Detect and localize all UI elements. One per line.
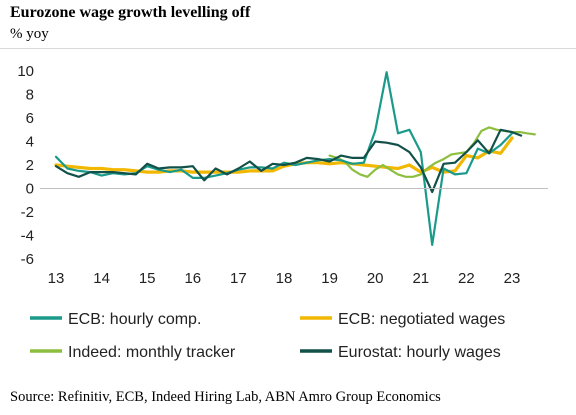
x-tick-label: 13	[48, 270, 65, 287]
x-tick-label: 15	[139, 270, 156, 287]
x-tick-label: 18	[276, 270, 293, 287]
header-divider	[0, 48, 576, 49]
y-tick-label: 0	[26, 181, 34, 198]
x-axis-ticks: 13 14 15 16 17 18 19 20 21 22 23	[48, 270, 521, 287]
x-tick-label: 23	[504, 270, 521, 287]
x-tick-label: 14	[93, 270, 110, 287]
x-tick-label: 21	[412, 270, 429, 287]
y-tick-label: 10	[17, 63, 34, 80]
y-tick-label: -4	[21, 228, 34, 245]
y-axis-ticks: 10 8 6 4 2 0 -2 -4 -6	[17, 63, 34, 268]
series-line-2	[54, 136, 514, 174]
x-tick-label: 16	[184, 270, 201, 287]
series-line-3	[328, 126, 536, 178]
x-tick-label: 19	[321, 270, 338, 287]
series-line-4	[54, 128, 523, 194]
y-tick-label: -6	[21, 251, 34, 268]
x-tick-label: 17	[230, 270, 247, 287]
y-tick-label: -2	[21, 204, 34, 221]
source-note: Source: Refinitiv, ECB, Indeed Hiring La…	[10, 389, 441, 405]
y-axis-unit-label: % yoy	[10, 26, 49, 42]
chart-title: Eurozone wage growth levelling off	[10, 4, 251, 21]
legend-label: Indeed: monthly tracker	[68, 344, 236, 361]
legend-label: Eurostat: hourly wages	[338, 344, 501, 361]
x-tick-label: 22	[458, 270, 475, 287]
y-tick-label: 8	[26, 87, 34, 104]
legend-label: ECB: hourly comp.	[68, 311, 201, 328]
chart-legend: ECB: hourly comp. ECB: negotiated wages In…	[30, 311, 505, 361]
y-tick-label: 2	[26, 157, 34, 174]
legend-label: ECB: negotiated wages	[338, 311, 505, 328]
x-tick-label: 20	[367, 270, 384, 287]
y-tick-label: 6	[26, 110, 34, 127]
plot-lines	[54, 71, 536, 246]
y-tick-label: 4	[26, 134, 34, 151]
